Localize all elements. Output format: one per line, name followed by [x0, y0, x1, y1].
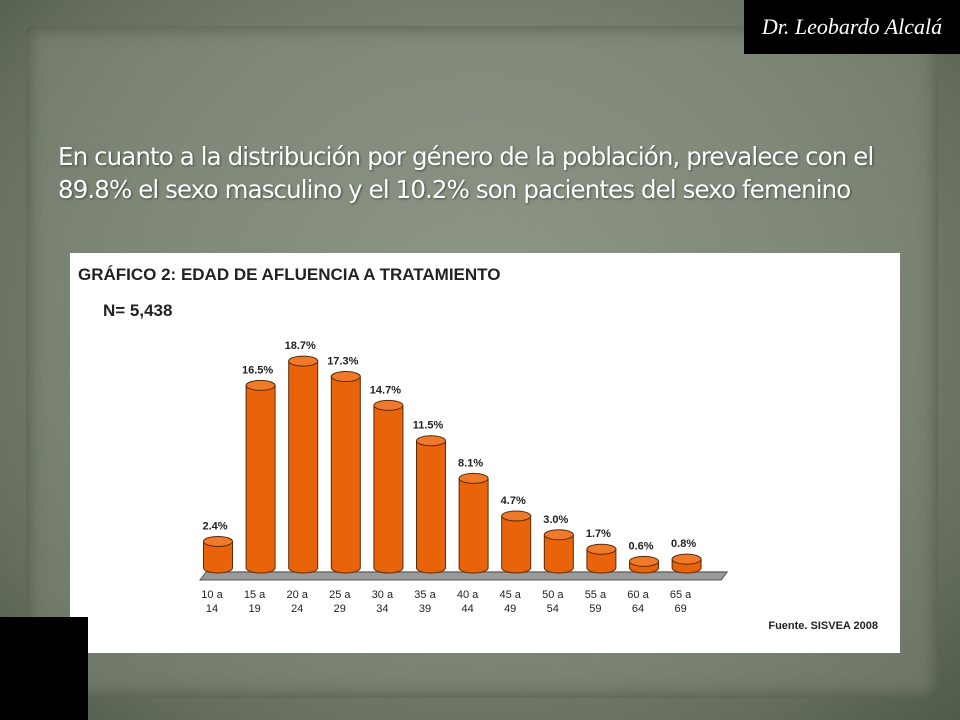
x-tick-label-10-line2: 64	[632, 603, 644, 615]
x-tick-label-11-line1: 65 a	[670, 589, 692, 601]
data-label-11: 0.8%	[671, 538, 696, 550]
x-tick-label-3-line2: 29	[334, 603, 346, 615]
x-tick-label-8-line1: 50 a	[542, 589, 564, 601]
chart-sample-size: N= 5,438	[103, 301, 173, 320]
bar-top-2	[288, 355, 319, 367]
bar-top-6	[458, 472, 489, 484]
bar-9	[586, 548, 617, 574]
bar-chart: 2.4% 10 a 14 16.5% 15 a 19 18.7% 20 a 24 17.3% 25 …	[199, 340, 729, 615]
slide-headline: En cuanto a la distribución por género d…	[58, 140, 918, 206]
bar-7	[501, 515, 532, 574]
data-label-8: 3.0%	[543, 514, 568, 526]
bar-top-0	[203, 535, 233, 547]
bar-3	[330, 376, 361, 574]
data-label-10: 0.6%	[628, 540, 653, 552]
x-tick-label-2-line2: 24	[291, 603, 303, 615]
x-tick-label-4-line2: 34	[376, 603, 388, 615]
x-tick-label-8-line2: 54	[547, 603, 559, 615]
x-tick-label-7-line2: 49	[504, 603, 516, 615]
bar-top-10	[629, 555, 659, 567]
chart-source: Fuente. SISVEA 2008	[768, 620, 878, 632]
bar-top-11	[671, 553, 702, 565]
x-tick-label-9-line2: 59	[589, 603, 601, 615]
x-tick-label-6-line1: 40 a	[457, 589, 479, 601]
corner-block	[0, 617, 88, 720]
x-tick-label-1-line2: 19	[248, 603, 260, 615]
bar-top-5	[416, 435, 446, 447]
bar-top-4	[373, 399, 404, 411]
bar-0	[203, 540, 233, 574]
x-tick-label-7-line1: 45 a	[499, 589, 521, 601]
x-tick-label-11-line2: 69	[674, 603, 686, 615]
x-tick-label-5-line1: 35 a	[414, 589, 436, 601]
bar-top-1	[245, 379, 276, 391]
x-tick-label-10-line1: 60 a	[627, 589, 649, 601]
data-label-2: 18.7%	[285, 340, 316, 352]
headline-line-1: En cuanto a la distribución por género d…	[58, 142, 874, 171]
data-label-9: 1.7%	[586, 528, 611, 540]
data-label-1: 16.5%	[242, 364, 273, 376]
bar-6	[458, 477, 489, 574]
bar-1	[245, 384, 276, 574]
x-tick-label-6-line2: 44	[461, 603, 473, 615]
data-label-5: 11.5%	[413, 420, 444, 432]
x-tick-label-1-line1: 15 a	[244, 589, 266, 601]
chart-card: GRÁFICO 2: EDAD DE AFLUENCIA A TRATAMIEN…	[70, 253, 900, 653]
bar-top-7	[501, 510, 532, 522]
data-label-6: 8.1%	[458, 457, 483, 469]
x-tick-label-5-line2: 39	[419, 603, 431, 615]
x-tick-label-2-line1: 20 a	[286, 589, 308, 601]
data-label-4: 14.7%	[370, 384, 401, 396]
x-tick-label-3-line1: 25 a	[329, 589, 351, 601]
x-tick-label-0-line1: 10 a	[201, 589, 223, 601]
data-label-0: 2.4%	[202, 520, 227, 532]
headline-line-2: 89.8% el sexo masculino y el 10.2% son p…	[58, 175, 851, 204]
bar-top-8	[543, 529, 574, 541]
data-label-7: 4.7%	[501, 495, 526, 507]
bar-5	[416, 440, 446, 574]
x-tick-label-9-line1: 55 a	[585, 589, 607, 601]
bar-4	[373, 404, 404, 574]
bar-8	[543, 534, 574, 574]
bar-top-3	[330, 371, 361, 383]
x-tick-label-4-line1: 30 a	[372, 589, 394, 601]
chart-title: GRÁFICO 2: EDAD DE AFLUENCIA A TRATAMIEN…	[78, 265, 501, 284]
x-tick-label-0-line2: 14	[206, 603, 218, 615]
author-label: Dr. Leobardo Alcalá	[744, 0, 960, 54]
bar-top-9	[586, 543, 617, 555]
data-label-3: 17.3%	[327, 356, 358, 368]
bar-2	[288, 360, 319, 574]
